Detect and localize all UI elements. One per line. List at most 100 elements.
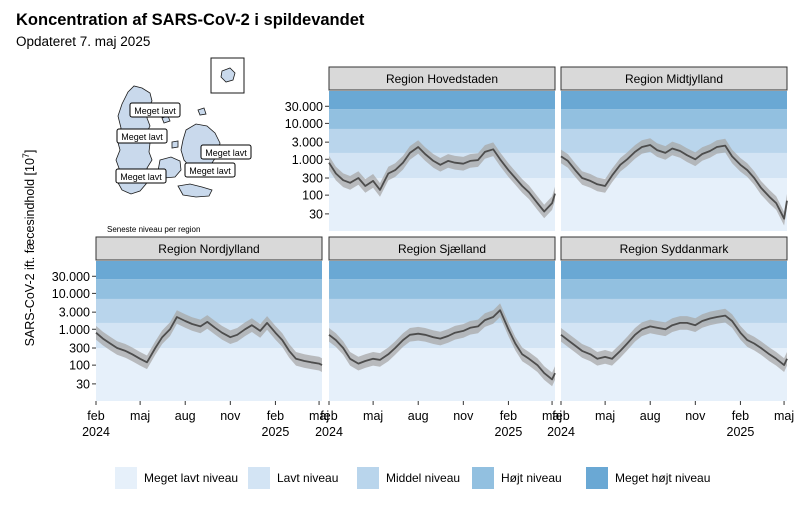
facet-panel: Region Nordjylland 30 100 300 1.000 3.000 10.0…: [52, 236, 329, 439]
denmark-map: Meget lavt Meget lavt Meget lavt Meget lavt…: [107, 57, 252, 234]
series-line: [560, 144, 788, 220]
x-tick-year: 2025: [262, 425, 290, 439]
series-line: [328, 309, 556, 381]
y-tick-label: 30: [309, 207, 323, 221]
legend-label: Meget lavt niveau: [144, 471, 239, 485]
series-line: [328, 146, 556, 213]
level-band: [329, 109, 555, 129]
facet-title: Region Hovedstaden: [386, 72, 498, 86]
facet-panel: Region Syddanmark feb 2024 maj aug nov feb 2025…: [547, 236, 794, 439]
map-label-box: [184, 162, 236, 178]
level-band: [96, 261, 322, 280]
facet-strip: [95, 236, 323, 261]
y-tick-label: 1.000: [292, 153, 323, 167]
map-label-box: [129, 102, 181, 118]
x-tick-label: nov: [453, 409, 474, 423]
legend-key: [248, 467, 270, 489]
level-band: [561, 109, 787, 129]
level-band: [329, 261, 555, 280]
legend-key: [586, 467, 608, 489]
level-band: [329, 128, 555, 153]
map-region: [171, 140, 179, 149]
x-tick-year: 2024: [82, 425, 110, 439]
facet-panel: Region Hovedstaden 30 100 300 1.000 3.000 10.0…: [285, 66, 556, 231]
x-tick-label: aug: [640, 409, 661, 423]
legend-item-hojt: Højt niveau: [472, 466, 562, 490]
x-tick-label: maj: [363, 409, 383, 423]
facet-strip: [328, 66, 556, 91]
level-band: [96, 298, 322, 323]
level-band: [96, 279, 322, 299]
level-band: [329, 279, 555, 299]
map-label-box: [200, 144, 252, 160]
legend-label: Højt niveau: [501, 471, 562, 485]
facet-title: Region Midtjylland: [625, 72, 723, 86]
legend-label: Meget højt niveau: [615, 471, 711, 485]
confidence-ribbon: [561, 138, 787, 226]
y-tick-label: 1.000: [59, 323, 90, 337]
y-tick-label: 300: [302, 172, 323, 186]
x-tick-year: 2025: [495, 425, 523, 439]
facet-panel: Region Midtjylland: [560, 66, 788, 231]
y-tick-label: 3.000: [292, 136, 323, 150]
map-region: [197, 107, 207, 116]
map-region-label: Meget lavt: [134, 106, 176, 116]
y-tick-label: 10.000: [285, 117, 323, 131]
confidence-ribbon: [329, 303, 555, 387]
legend-key: [357, 467, 379, 489]
y-tick-label: 100: [302, 189, 323, 203]
confidence-ribbon: [561, 308, 787, 372]
legend-item-meget-lavt: Meget lavt niveau: [115, 466, 238, 490]
map-region-label: Meget lavt: [189, 166, 231, 176]
x-tick-label: nov: [220, 409, 241, 423]
legend-label: Middel niveau: [386, 471, 461, 485]
x-tick-label: feb: [320, 409, 337, 423]
legend-label: Lavt niveau: [277, 471, 339, 485]
y-tick-label: 300: [69, 342, 90, 356]
x-tick-label: aug: [408, 409, 429, 423]
facet-strip: [328, 236, 556, 261]
x-tick-label: maj: [774, 409, 794, 423]
map-region: [177, 183, 213, 198]
legend-item-middel: Middel niveau: [357, 466, 460, 490]
facet-strip: [560, 236, 788, 261]
map-region-label: Meget lavt: [205, 148, 247, 158]
facet-strip: [560, 66, 788, 91]
legend-item-lavt: Lavt niveau: [248, 466, 338, 490]
level-band: [561, 128, 787, 153]
map-region-label: Meget lavt: [120, 172, 162, 182]
bornholm-island: [220, 67, 236, 83]
level-band: [329, 298, 555, 323]
level-band: [561, 91, 787, 110]
x-tick-year: 2024: [315, 425, 343, 439]
series-line: [95, 316, 323, 366]
y-tick-label: 3.000: [59, 306, 90, 320]
x-tick-label: aug: [175, 409, 196, 423]
facet-title: Region Sjælland: [398, 242, 486, 256]
facet-panel: Region Sjælland feb 2024 maj aug nov feb 2025 ma…: [315, 236, 562, 439]
x-tick-label: maj: [595, 409, 615, 423]
x-tick-label: maj: [309, 409, 329, 423]
legend-item-meget-hojt: Meget højt niveau: [586, 466, 710, 490]
map-label-box: [115, 168, 167, 184]
legend: Meget lavt niveau Lavt niveau Middel niv…: [0, 466, 800, 492]
x-tick-label: feb: [87, 409, 104, 423]
x-tick-label: feb: [552, 409, 569, 423]
facet-title: Region Syddanmark: [620, 242, 730, 256]
x-tick-label: maj: [542, 409, 562, 423]
legend-key: [115, 467, 137, 489]
confidence-ribbon: [329, 140, 555, 219]
y-tick-label: 10.000: [52, 287, 90, 301]
level-band: [561, 261, 787, 280]
chart-title: Koncentration af SARS-CoV-2 i spildevand…: [16, 11, 365, 29]
map-caption: Seneste niveau per region: [107, 225, 200, 234]
y-tick-label: 100: [69, 359, 90, 373]
x-tick-label: nov: [685, 409, 706, 423]
x-tick-year: 2024: [547, 425, 575, 439]
map-region-label: Meget lavt: [121, 132, 163, 142]
y-tick-label: 30: [76, 377, 90, 391]
level-band: [329, 91, 555, 110]
series-line: [560, 314, 788, 367]
x-tick-label: maj: [130, 409, 150, 423]
